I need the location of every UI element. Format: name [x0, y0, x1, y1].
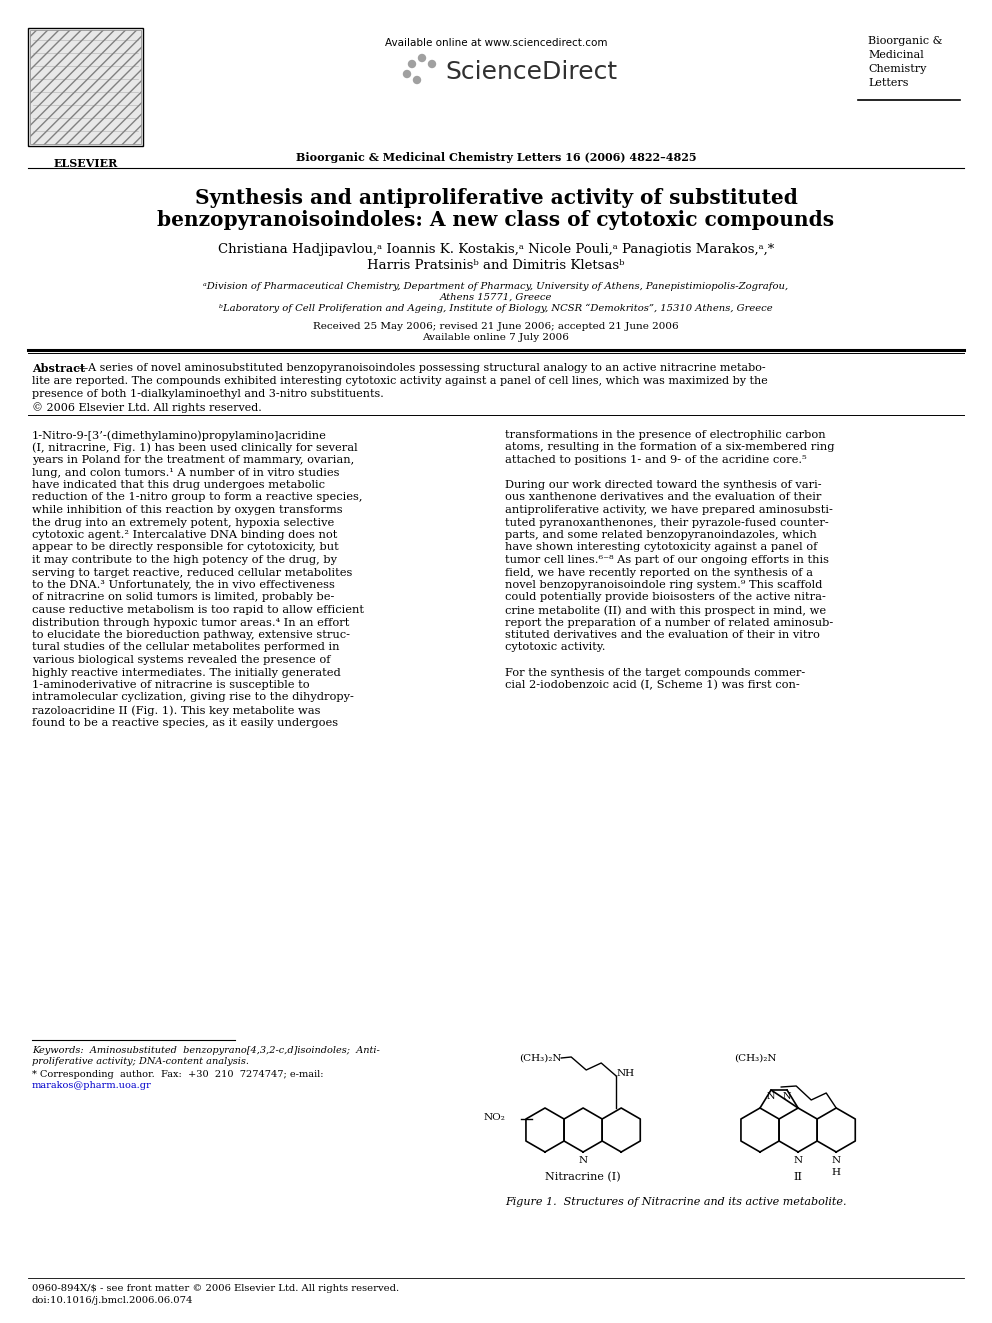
Text: reduction of the 1-nitro group to form a reactive species,: reduction of the 1-nitro group to form a…: [32, 492, 362, 503]
Text: could potentially provide bioisosters of the active nitra-: could potentially provide bioisosters of…: [505, 593, 826, 602]
Bar: [30, 30, 141, 144]
Text: Received 25 May 2006; revised 21 June 2006; accepted 21 June 2006: Received 25 May 2006; revised 21 June 20…: [313, 321, 679, 331]
Text: lung, and colon tumors.¹ A number of in vitro studies: lung, and colon tumors.¹ A number of in …: [32, 467, 339, 478]
Text: N: N: [767, 1091, 776, 1101]
Text: Available online 7 July 2006: Available online 7 July 2006: [423, 333, 569, 343]
Text: NH: NH: [616, 1069, 634, 1078]
Text: stituted derivatives and the evaluation of their in vitro: stituted derivatives and the evaluation …: [505, 630, 819, 640]
Text: attached to positions 1- and 9- of the acridine core.⁵: attached to positions 1- and 9- of the a…: [505, 455, 806, 464]
Text: © 2006 Elsevier Ltd. All rights reserved.: © 2006 Elsevier Ltd. All rights reserved…: [32, 402, 262, 413]
Text: appear to be directly responsible for cytotoxicity, but: appear to be directly responsible for cy…: [32, 542, 338, 553]
Text: found to be a reactive species, as it easily undergoes: found to be a reactive species, as it ea…: [32, 717, 338, 728]
Text: proliferative activity; DNA-content analysis.: proliferative activity; DNA-content anal…: [32, 1057, 249, 1066]
Text: cial 2-iodobenzoic acid (I, Scheme 1) was first con-: cial 2-iodobenzoic acid (I, Scheme 1) wa…: [505, 680, 800, 691]
Text: 0960-894X/$ - see front matter © 2006 Elsevier Ltd. All rights reserved.: 0960-894X/$ - see front matter © 2006 El…: [32, 1285, 399, 1293]
Text: tural studies of the cellular metabolites performed in: tural studies of the cellular metabolite…: [32, 643, 339, 652]
Text: Bioorganic &: Bioorganic &: [868, 36, 942, 46]
Text: Available online at www.sciencedirect.com: Available online at www.sciencedirect.co…: [385, 38, 607, 48]
Text: N: N: [794, 1156, 803, 1166]
Text: of nitracrine on solid tumors is limited, probably be-: of nitracrine on solid tumors is limited…: [32, 593, 334, 602]
Text: cause reductive metabolism is too rapid to allow efficient: cause reductive metabolism is too rapid …: [32, 605, 364, 615]
Circle shape: [409, 61, 416, 67]
Text: field, we have recently reported on the synthesis of a: field, we have recently reported on the …: [505, 568, 813, 578]
Text: (CH₃)₂N: (CH₃)₂N: [734, 1053, 776, 1062]
Text: to the DNA.³ Unfortunately, the in vivo effectiveness: to the DNA.³ Unfortunately, the in vivo …: [32, 579, 335, 590]
Text: benzopyranoisoindoles: A new class of cytotoxic compounds: benzopyranoisoindoles: A new class of cy…: [158, 210, 834, 230]
Text: lite are reported. The compounds exhibited interesting cytotoxic activity agains: lite are reported. The compounds exhibit…: [32, 376, 768, 386]
Text: Chemistry: Chemistry: [868, 64, 927, 74]
Text: tuted pyranoxanthenones, their pyrazole-fused counter-: tuted pyranoxanthenones, their pyrazole-…: [505, 517, 828, 528]
Text: Letters: Letters: [868, 78, 909, 89]
Text: * Corresponding  author.  Fax:  +30  210  7274747; e-mail:: * Corresponding author. Fax: +30 210 727…: [32, 1070, 323, 1080]
Text: antiproliferative activity, we have prepared aminosubsti-: antiproliferative activity, we have prep…: [505, 505, 833, 515]
Text: ELSEVIER: ELSEVIER: [54, 157, 118, 169]
Text: ScienceDirect: ScienceDirect: [445, 60, 617, 83]
Text: razoloacridine II (Fig. 1). This key metabolite was: razoloacridine II (Fig. 1). This key met…: [32, 705, 320, 716]
Text: have shown interesting cytotoxicity against a panel of: have shown interesting cytotoxicity agai…: [505, 542, 817, 553]
Text: Medicinal: Medicinal: [868, 50, 924, 60]
Text: 1-aminoderivative of nitracrine is susceptible to: 1-aminoderivative of nitracrine is susce…: [32, 680, 310, 691]
Text: crine metabolite (II) and with this prospect in mind, we: crine metabolite (II) and with this pros…: [505, 605, 826, 615]
Text: II: II: [794, 1172, 803, 1181]
Circle shape: [414, 77, 421, 83]
Bar: [28, 28, 143, 146]
Text: transformations in the presence of electrophilic carbon: transformations in the presence of elect…: [505, 430, 825, 441]
Text: Athens 15771, Greece: Athens 15771, Greece: [439, 292, 553, 302]
Text: ᵃDivision of Pharmaceutical Chemistry, Department of Pharmacy, University of Ath: ᵃDivision of Pharmaceutical Chemistry, D…: [203, 282, 789, 291]
Text: highly reactive intermediates. The initially generated: highly reactive intermediates. The initi…: [32, 668, 340, 677]
Text: (CH₃)₂N: (CH₃)₂N: [519, 1053, 561, 1062]
Text: doi:10.1016/j.bmcl.2006.06.074: doi:10.1016/j.bmcl.2006.06.074: [32, 1297, 193, 1304]
Text: report the preparation of a number of related aminosub-: report the preparation of a number of re…: [505, 618, 833, 627]
Text: it may contribute to the high potency of the drug, by: it may contribute to the high potency of…: [32, 556, 337, 565]
Text: serving to target reactive, reduced cellular metabolites: serving to target reactive, reduced cell…: [32, 568, 352, 578]
Text: presence of both 1-dialkylaminoethyl and 3-nitro substituents.: presence of both 1-dialkylaminoethyl and…: [32, 389, 384, 400]
Text: Abstract: Abstract: [32, 363, 85, 374]
Text: cytotoxic activity.: cytotoxic activity.: [505, 643, 605, 652]
Text: Synthesis and antiproliferative activity of substituted: Synthesis and antiproliferative activity…: [194, 188, 798, 208]
Text: tumor cell lines.⁶⁻⁸ As part of our ongoing efforts in this: tumor cell lines.⁶⁻⁸ As part of our ongo…: [505, 556, 829, 565]
Text: N: N: [578, 1156, 587, 1166]
Text: NO₂: NO₂: [483, 1113, 505, 1122]
Text: Harris Pratsinisᵇ and Dimitris Kletsasᵇ: Harris Pratsinisᵇ and Dimitris Kletsasᵇ: [367, 259, 625, 273]
Circle shape: [419, 54, 426, 61]
Text: distribution through hypoxic tumor areas.⁴ In an effort: distribution through hypoxic tumor areas…: [32, 618, 349, 627]
Text: Keywords:  Aminosubstituted  benzopyrano[4,3,2-c,d]isoindoles;  Anti-: Keywords: Aminosubstituted benzopyrano[4…: [32, 1046, 380, 1054]
Text: atoms, resulting in the formation of a six-membered ring: atoms, resulting in the formation of a s…: [505, 442, 834, 452]
Text: N: N: [783, 1091, 792, 1101]
Text: parts, and some related benzopyranoindazoles, which: parts, and some related benzopyranoindaz…: [505, 531, 816, 540]
Text: years in Poland for the treatment of mammary, ovarian,: years in Poland for the treatment of mam…: [32, 455, 354, 464]
Text: to elucidate the bioreduction pathway, extensive struc-: to elucidate the bioreduction pathway, e…: [32, 630, 350, 640]
Text: have indicated that this drug undergoes metabolic: have indicated that this drug undergoes …: [32, 480, 325, 490]
Text: various biological systems revealed the presence of: various biological systems revealed the …: [32, 655, 330, 665]
Text: 1-Nitro-9-[3’-(dimethylamino)propylamino]acridine: 1-Nitro-9-[3’-(dimethylamino)propylamino…: [32, 430, 327, 441]
Text: novel benzopyranoisoindole ring system.⁹ This scaffold: novel benzopyranoisoindole ring system.⁹…: [505, 579, 822, 590]
Text: Bioorganic & Medicinal Chemistry Letters 16 (2006) 4822–4825: Bioorganic & Medicinal Chemistry Letters…: [296, 152, 696, 163]
Text: (I, nitracrine, Fig. 1) has been used clinically for several: (I, nitracrine, Fig. 1) has been used cl…: [32, 442, 358, 452]
Circle shape: [404, 70, 411, 78]
Text: H: H: [831, 1168, 840, 1177]
Text: marakos@pharm.uoa.gr: marakos@pharm.uoa.gr: [32, 1081, 152, 1090]
Text: Figure 1.  Structures of Nitracrine and its active metabolite.: Figure 1. Structures of Nitracrine and i…: [505, 1197, 846, 1207]
Circle shape: [429, 61, 435, 67]
Text: the drug into an extremely potent, hypoxia selective: the drug into an extremely potent, hypox…: [32, 517, 334, 528]
Text: ᵇLaboratory of Cell Proliferation and Ageing, Institute of Biology, NCSR “Demokr: ᵇLaboratory of Cell Proliferation and Ag…: [219, 304, 773, 314]
Text: while inhibition of this reaction by oxygen transforms: while inhibition of this reaction by oxy…: [32, 505, 342, 515]
Text: ous xanthenone derivatives and the evaluation of their: ous xanthenone derivatives and the evalu…: [505, 492, 821, 503]
Text: —A series of novel aminosubstituted benzopyranoisoindoles possessing structural : —A series of novel aminosubstituted benz…: [77, 363, 766, 373]
Text: Nitracrine (I): Nitracrine (I): [546, 1172, 621, 1183]
Text: Christiana Hadjipavlou,ᵃ Ioannis K. Kostakis,ᵃ Nicole Pouli,ᵃ Panagiotis Marakos: Christiana Hadjipavlou,ᵃ Ioannis K. Kost…: [218, 243, 774, 255]
Text: For the synthesis of the target compounds commer-: For the synthesis of the target compound…: [505, 668, 806, 677]
Text: intramolecular cyclization, giving rise to the dihydropy-: intramolecular cyclization, giving rise …: [32, 692, 354, 703]
Text: N: N: [831, 1156, 841, 1166]
Text: During our work directed toward the synthesis of vari-: During our work directed toward the synt…: [505, 480, 821, 490]
Text: cytotoxic agent.² Intercalative DNA binding does not: cytotoxic agent.² Intercalative DNA bind…: [32, 531, 337, 540]
